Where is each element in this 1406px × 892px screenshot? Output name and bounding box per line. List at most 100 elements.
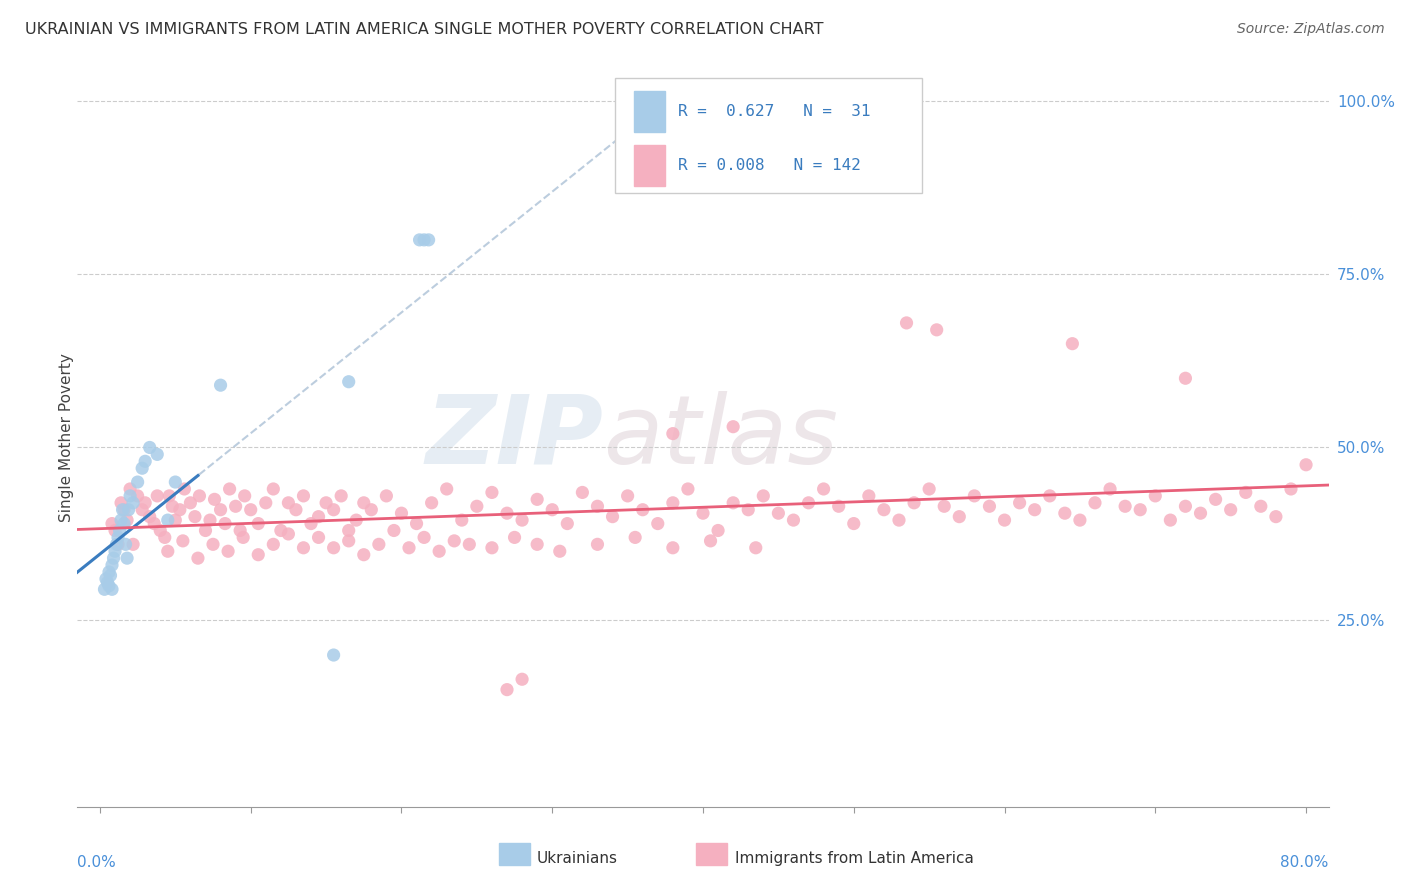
Point: [842, 516, 865, 531]
Point: [337, 533, 360, 548]
Point: [112, 502, 135, 516]
Point: [797, 496, 820, 510]
Text: atlas: atlas: [603, 391, 838, 483]
Point: [127, 475, 149, 489]
Point: [586, 537, 609, 551]
Point: [122, 537, 145, 551]
Point: [104, 524, 127, 538]
Point: [315, 496, 337, 510]
Point: [100, 568, 122, 582]
Point: [768, 506, 790, 520]
Point: [120, 482, 142, 496]
Point: [443, 533, 465, 548]
Text: R = 0.008   N = 142: R = 0.008 N = 142: [678, 158, 860, 173]
Point: [1024, 502, 1046, 516]
Point: [172, 533, 194, 548]
Point: [979, 500, 1001, 514]
Point: [104, 544, 127, 558]
Point: [367, 537, 389, 551]
Point: [1174, 500, 1197, 514]
Point: [1062, 336, 1084, 351]
Point: [353, 548, 375, 562]
Point: [112, 516, 135, 531]
Point: [1219, 502, 1241, 516]
Point: [887, 513, 910, 527]
Point: [752, 489, 775, 503]
Point: [903, 496, 925, 510]
Point: [138, 441, 160, 455]
Point: [98, 579, 121, 593]
Point: [510, 513, 533, 527]
Point: [134, 496, 156, 510]
Point: [450, 513, 472, 527]
Point: [526, 492, 548, 507]
Point: [122, 496, 145, 510]
Point: [1205, 492, 1227, 507]
Point: [209, 502, 232, 516]
Point: [179, 496, 201, 510]
Point: [647, 516, 669, 531]
Point: [1069, 513, 1091, 527]
Point: [292, 541, 315, 555]
Point: [284, 502, 307, 516]
Point: [138, 509, 160, 524]
Text: Source: ZipAtlas.com: Source: ZipAtlas.com: [1237, 22, 1385, 37]
Point: [427, 544, 450, 558]
Point: [413, 530, 436, 544]
Point: [131, 502, 153, 516]
Point: [232, 530, 254, 544]
Point: [408, 233, 430, 247]
Point: [510, 672, 533, 686]
Point: [204, 492, 226, 507]
Point: [828, 500, 851, 514]
Point: [156, 544, 179, 558]
Point: [1008, 496, 1031, 510]
Point: [127, 489, 149, 503]
Point: [162, 500, 184, 514]
Y-axis label: Single Mother Poverty: Single Mother Poverty: [59, 352, 73, 522]
Point: [143, 516, 166, 531]
Point: [1189, 506, 1212, 520]
Point: [107, 530, 129, 544]
Point: [1295, 458, 1317, 472]
Point: [602, 509, 624, 524]
Point: [105, 537, 128, 551]
Point: [662, 426, 685, 441]
Point: [108, 524, 131, 538]
Point: [322, 502, 344, 516]
Point: [292, 489, 315, 503]
Point: [662, 496, 685, 510]
Point: [247, 516, 270, 531]
Point: [233, 489, 256, 503]
Point: [375, 489, 398, 503]
Point: [198, 513, 221, 527]
Point: [214, 516, 236, 531]
Text: R =  0.627   N =  31: R = 0.627 N = 31: [678, 104, 870, 120]
Point: [173, 482, 195, 496]
Point: [225, 500, 247, 514]
Point: [194, 524, 217, 538]
Point: [117, 502, 139, 516]
Point: [896, 316, 918, 330]
Point: [94, 572, 117, 586]
Point: [1234, 485, 1257, 500]
Point: [218, 482, 240, 496]
Point: [858, 489, 880, 503]
Point: [1099, 482, 1122, 496]
Point: [1279, 482, 1302, 496]
Point: [398, 541, 420, 555]
Point: [93, 582, 115, 597]
Point: [436, 482, 458, 496]
Point: [1114, 500, 1136, 514]
Point: [1084, 496, 1107, 510]
Point: [465, 500, 488, 514]
Text: 80.0%: 80.0%: [1281, 855, 1329, 871]
Point: [541, 502, 564, 516]
Text: ZIP: ZIP: [425, 391, 603, 483]
Point: [254, 496, 277, 510]
Point: [115, 551, 138, 566]
Point: [1174, 371, 1197, 385]
Point: [101, 558, 124, 573]
Point: [420, 496, 443, 510]
Point: [418, 233, 440, 247]
